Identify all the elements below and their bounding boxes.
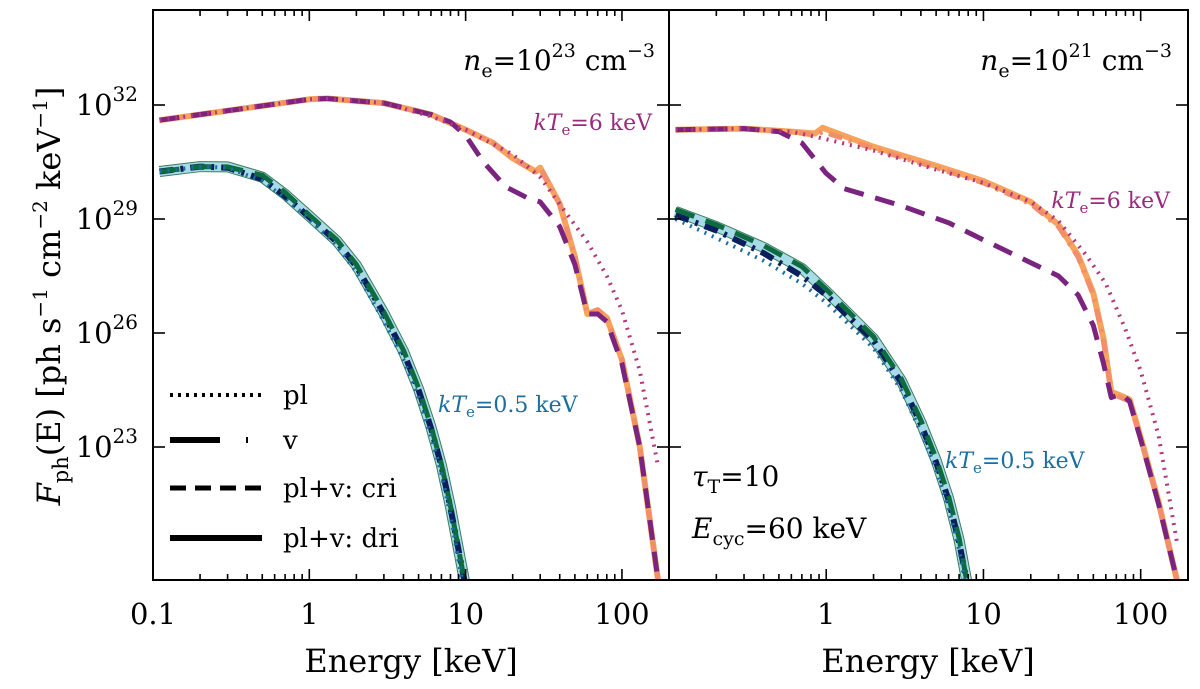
legend-label-v: v <box>282 426 298 456</box>
right-x-axis-title: Energy [keV] <box>821 642 1034 680</box>
right-x-tick-label: 1 <box>817 597 835 631</box>
y-tick-exponent: 23 <box>113 424 138 448</box>
left-series-outline-1 <box>158 161 470 580</box>
legend-label-dri: pl+v: dri <box>283 524 399 554</box>
right-series-group <box>673 124 1180 580</box>
right-density-annotation: ne=1021 cm−3 <box>980 40 1172 82</box>
left-density-annotation: ne=1023 cm−3 <box>463 40 655 82</box>
y-axis-title: Fph(E) [ph s−1 cm−2 keV−1] <box>28 87 73 507</box>
right-hot-annotation: kTe=6 keV <box>1051 189 1171 217</box>
legend: pl v pl+v: cri pl+v: dri <box>170 381 399 554</box>
y-tick-exponent: 26 <box>113 310 138 334</box>
right-plot-frame <box>668 9 1189 581</box>
left-series-solid-cold <box>158 162 469 580</box>
left-hot-annotation: kTe=6 keV <box>533 111 653 139</box>
right-panel: 1 10 100 ne=1021 cm−3 kTe=6 keV kTe=0.5 ke… <box>668 9 1189 680</box>
y-tick-exponent: 29 <box>113 196 138 220</box>
left-series-dashed-cold <box>159 164 467 580</box>
left-x-tick-label: 100 <box>594 597 649 631</box>
right-series-dashed-cold <box>674 207 969 580</box>
left-series-dashdot-cold <box>159 163 468 580</box>
ecyc-annotation: Ecyc=60 keV <box>691 512 867 550</box>
left-y-tick-label: 1023 <box>76 424 138 464</box>
y-tick-base: 10 <box>76 202 113 236</box>
left-y-tick-label: 1029 <box>76 196 138 236</box>
left-x-tick-label: 0.1 <box>130 597 176 631</box>
right-series-dotted-cold <box>674 217 967 580</box>
right-x-tick-label: 10 <box>965 597 1002 631</box>
y-tick-base: 10 <box>76 430 113 464</box>
left-series-dotted-hot <box>159 96 660 467</box>
y-tick-base: 10 <box>76 316 113 350</box>
left-y-tick-label: 1026 <box>76 310 138 350</box>
left-x-tick-label: 1 <box>300 597 318 631</box>
left-series-dashed-hot <box>159 96 661 580</box>
left-y-tick-label: 1032 <box>76 82 138 122</box>
right-series-dashed-hot <box>675 126 1180 580</box>
left-x-tick-label: 10 <box>447 597 484 631</box>
left-plot-frame <box>152 9 670 581</box>
right-cold-annotation: kTe=0.5 keV <box>945 449 1086 477</box>
left-cold-annotation: kTe=0.5 keV <box>438 393 579 421</box>
right-x-tick-label: 100 <box>1113 597 1168 631</box>
y-tick-exponent: 32 <box>113 82 138 106</box>
y-tick-base: 10 <box>76 88 113 122</box>
legend-label-pl: pl <box>283 381 308 411</box>
left-series-dotted-cold <box>159 164 465 580</box>
legend-label-cri: pl+v: cri <box>283 474 397 504</box>
right-ticks: 1 10 100 <box>669 10 1188 631</box>
left-x-axis-title: Energy [keV] <box>304 642 517 680</box>
left-series-group <box>158 95 661 580</box>
tau-annotation: τT=10 <box>692 460 779 498</box>
